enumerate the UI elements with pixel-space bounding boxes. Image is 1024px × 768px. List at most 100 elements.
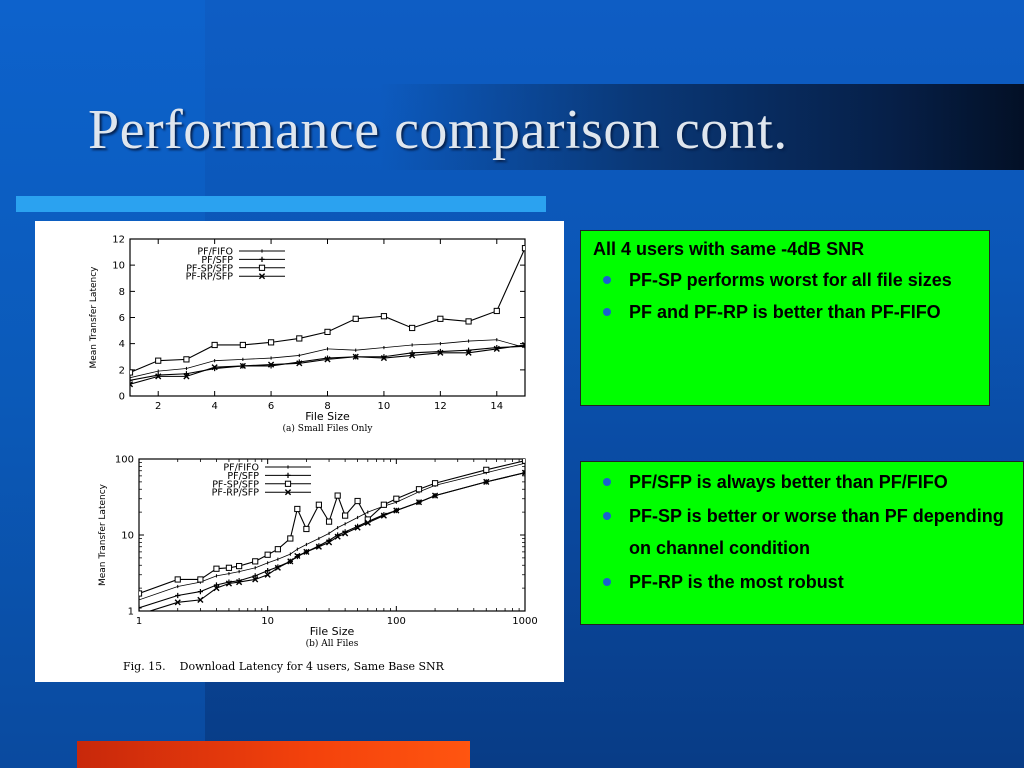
data-point <box>342 512 349 519</box>
y-tick-label: 4 <box>119 339 125 350</box>
data-point <box>267 361 275 368</box>
data-point <box>294 505 301 513</box>
data-point <box>211 341 218 349</box>
x-tick-label: 4 <box>211 401 217 412</box>
legend-label: PF-SP/SFP <box>186 263 233 274</box>
series-pf-rp-sfp <box>130 341 525 388</box>
x-tick-label: 10 <box>378 401 391 412</box>
data-point <box>130 381 134 388</box>
data-point <box>431 492 439 499</box>
data-point <box>155 357 162 364</box>
y-tick-label: 0 <box>119 392 125 403</box>
x-axis-label: File Size <box>310 625 355 638</box>
chart-all-files: 1 10 100 1 10 100 1000 File Size Mean Transfer L… <box>98 455 538 650</box>
data-point <box>213 582 220 588</box>
bullet-text: PF-SP performs worst for all file sizes <box>629 270 952 290</box>
data-point <box>483 478 490 485</box>
y-tick-label: 2 <box>119 365 125 376</box>
data-point <box>197 576 204 583</box>
data-point <box>521 469 525 476</box>
data-point <box>354 497 361 505</box>
data-point <box>239 341 246 349</box>
data-point <box>174 599 181 606</box>
legend-marker <box>284 489 292 496</box>
y-axis-label: Mean Transfer Latency <box>98 483 108 586</box>
bullet-dot-icon <box>603 578 611 586</box>
legend-label: PF-SP/SFP <box>212 479 259 490</box>
series-pf-rp-sfp <box>148 469 525 611</box>
summary-box-heading: All 4 users with same -4dB SNR <box>593 239 865 259</box>
legend-marker <box>284 480 292 487</box>
data-point <box>493 307 500 315</box>
bullet-item: PF-SP is better or worse than PF dependi… <box>593 500 1013 564</box>
data-point <box>213 585 220 592</box>
data-point <box>465 318 472 325</box>
y-tick-label: 100 <box>115 455 134 466</box>
data-point <box>315 501 322 508</box>
data-point <box>415 486 423 493</box>
data-point <box>521 245 525 252</box>
figure-panel: 0 2 4 6 8 10 12 2 4 6 8 10 12 14 File Size Mean Transfe… <box>35 221 564 682</box>
data-point <box>334 492 341 499</box>
x-tick-label: 1000 <box>512 616 537 627</box>
data-point <box>236 579 243 586</box>
data-point <box>364 519 371 526</box>
data-point <box>252 558 259 565</box>
data-point <box>325 539 333 546</box>
data-point <box>380 501 387 508</box>
data-point <box>521 459 525 464</box>
legend-label: PF-RP/SFP <box>212 488 260 499</box>
data-point <box>155 373 162 380</box>
data-point <box>265 568 271 574</box>
data-point <box>483 466 490 473</box>
data-point <box>437 349 444 356</box>
figure-caption: Fig. 15. Download Latency for 4 users, S… <box>123 660 445 673</box>
series-line <box>139 460 525 595</box>
data-point <box>274 564 281 571</box>
y-tick-label: 12 <box>112 235 125 246</box>
legend-marker <box>258 273 266 280</box>
bullet-dot-icon <box>603 276 611 284</box>
data-point <box>174 576 181 583</box>
data-point <box>183 373 190 380</box>
x-axis-label: File Size <box>305 410 350 423</box>
data-point <box>183 356 190 363</box>
series-line <box>148 472 525 611</box>
figure-svg: 0 2 4 6 8 10 12 2 4 6 8 10 12 14 File Size Mean Transfe… <box>89 235 538 674</box>
bullet-item: PF and PF-RP is better than PF-FIFO <box>593 300 979 324</box>
data-point <box>493 345 500 352</box>
chart-subtitle: (b) All Files <box>306 638 359 649</box>
x-tick-label: 8 <box>324 401 330 412</box>
data-point <box>225 580 233 587</box>
data-point <box>393 495 400 502</box>
summary-bullets: PF-SP performs worst for all file sizes … <box>593 268 979 324</box>
x-tick-label: 100 <box>387 616 406 627</box>
data-point <box>213 565 220 572</box>
bullet-dot-icon <box>603 512 611 520</box>
data-point <box>415 499 423 506</box>
x-tick-label: 2 <box>155 401 161 412</box>
data-point <box>252 576 259 583</box>
title-band <box>380 84 1024 170</box>
x-tick-label: 10 <box>261 616 274 627</box>
bullet-item: PF-RP is the most robust <box>593 570 1013 594</box>
data-point <box>380 354 388 362</box>
data-point <box>252 573 258 579</box>
bullet-dot-icon <box>603 478 611 486</box>
x-tick-label: 12 <box>434 401 447 412</box>
bullet-text: PF and PF-RP is better than PF-FIFO <box>629 302 941 322</box>
bullet-text: PF-RP is the most robust <box>629 572 844 592</box>
data-point <box>352 353 359 360</box>
y-tick-label: 10 <box>112 261 125 272</box>
data-point <box>267 339 275 346</box>
data-point <box>409 352 416 359</box>
data-point <box>139 590 143 597</box>
y-tick-label: 8 <box>119 287 125 298</box>
data-point <box>211 364 218 371</box>
data-point <box>294 552 301 560</box>
data-point <box>465 349 472 356</box>
data-point <box>274 546 281 553</box>
legend-marker <box>258 264 266 271</box>
data-point <box>303 548 310 555</box>
